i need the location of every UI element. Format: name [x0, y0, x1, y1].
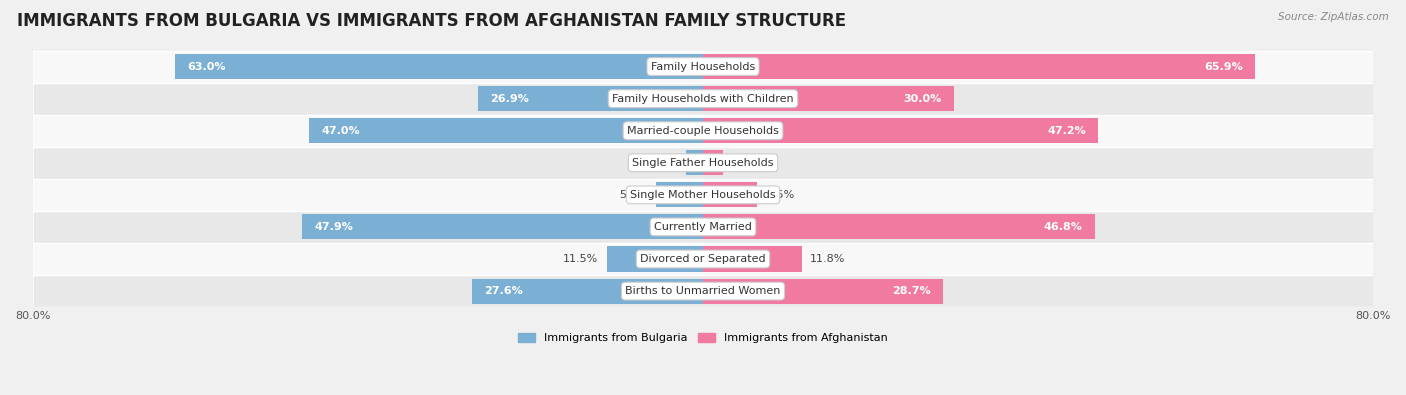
Text: 30.0%: 30.0% [904, 94, 942, 103]
Text: 47.2%: 47.2% [1047, 126, 1085, 136]
Text: IMMIGRANTS FROM BULGARIA VS IMMIGRANTS FROM AFGHANISTAN FAMILY STRUCTURE: IMMIGRANTS FROM BULGARIA VS IMMIGRANTS F… [17, 12, 846, 30]
Bar [32, 211, 1374, 243]
Text: 5.6%: 5.6% [620, 190, 648, 200]
Bar [32, 275, 1374, 307]
Bar [703, 54, 1256, 79]
Bar [703, 246, 801, 271]
Text: Currently Married: Currently Married [654, 222, 752, 232]
Bar [703, 278, 943, 304]
Bar [657, 182, 703, 207]
Bar [32, 83, 1374, 115]
Bar [472, 278, 703, 304]
Bar [32, 115, 1374, 147]
Text: 46.8%: 46.8% [1043, 222, 1083, 232]
Bar [302, 214, 703, 239]
Bar [703, 214, 1095, 239]
Text: Divorced or Separated: Divorced or Separated [640, 254, 766, 264]
Bar [32, 179, 1374, 211]
Bar [32, 243, 1374, 275]
Bar [309, 118, 703, 143]
Text: 28.7%: 28.7% [893, 286, 931, 296]
Text: 6.5%: 6.5% [766, 190, 794, 200]
Bar [32, 147, 1374, 179]
Bar [703, 182, 758, 207]
Text: 47.0%: 47.0% [322, 126, 360, 136]
Text: Family Households: Family Households [651, 62, 755, 71]
Text: 27.6%: 27.6% [484, 286, 523, 296]
Text: Family Households with Children: Family Households with Children [612, 94, 794, 103]
Bar [176, 54, 703, 79]
Bar [606, 246, 703, 271]
Text: Source: ZipAtlas.com: Source: ZipAtlas.com [1278, 12, 1389, 22]
Text: Single Mother Households: Single Mother Households [630, 190, 776, 200]
Text: 11.8%: 11.8% [810, 254, 845, 264]
Text: Births to Unmarried Women: Births to Unmarried Women [626, 286, 780, 296]
Text: 2.4%: 2.4% [731, 158, 761, 168]
Text: 2.0%: 2.0% [650, 158, 678, 168]
Legend: Immigrants from Bulgaria, Immigrants from Afghanistan: Immigrants from Bulgaria, Immigrants fro… [513, 328, 893, 348]
Text: 26.9%: 26.9% [491, 94, 529, 103]
Bar [32, 51, 1374, 83]
Bar [478, 86, 703, 111]
Text: 63.0%: 63.0% [187, 62, 226, 71]
Bar [686, 150, 703, 175]
Bar [703, 150, 723, 175]
Text: Single Father Households: Single Father Households [633, 158, 773, 168]
Bar [703, 86, 955, 111]
Text: 11.5%: 11.5% [562, 254, 599, 264]
Text: 47.9%: 47.9% [314, 222, 353, 232]
Text: Married-couple Households: Married-couple Households [627, 126, 779, 136]
Bar [703, 118, 1098, 143]
Text: 65.9%: 65.9% [1204, 62, 1243, 71]
